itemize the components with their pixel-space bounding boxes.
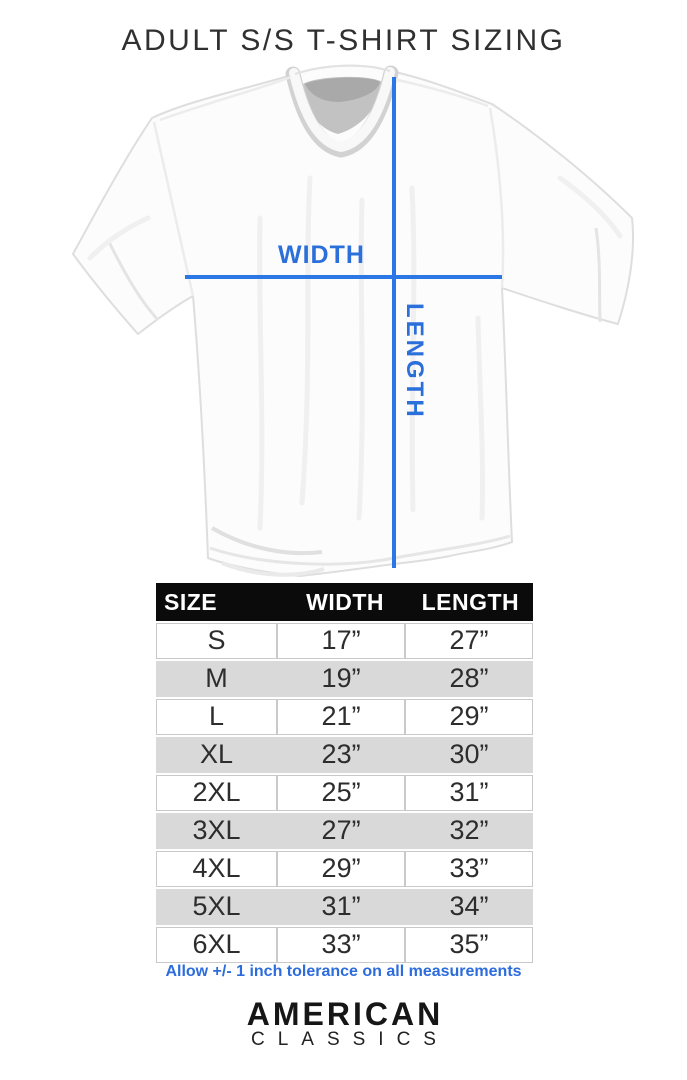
wrinkle-lines <box>87 175 623 531</box>
right-cuff-fold <box>594 227 602 323</box>
left-cuff-fold <box>106 239 160 322</box>
width-cell: 33” <box>278 928 405 962</box>
right-armhole-seam <box>488 107 505 289</box>
brand-name: AMERICAN <box>246 996 444 1032</box>
tolerance-note: Allow +/- 1 inch tolerance on all measur… <box>165 963 522 980</box>
table-row: 4XL 29” 33” <box>156 851 533 887</box>
table-row: 5XL 31” 34” <box>156 889 533 925</box>
length-cell: 30” <box>406 738 533 772</box>
right-shoulder-seam <box>392 77 489 108</box>
size-cell: 5XL <box>157 890 277 924</box>
width-measure-line <box>185 275 502 279</box>
collar-band <box>289 67 395 153</box>
brand-logo: AMERICAN CLASSICS <box>0 996 687 1050</box>
table-row: 3XL 27” 32” <box>156 813 533 849</box>
size-cell: S <box>157 624 277 658</box>
col-header-size: SIZE <box>164 588 218 615</box>
collar-inner-shadow <box>305 77 380 102</box>
table-header-row: SIZE WIDTH LENGTH <box>156 583 533 621</box>
size-cell: 6XL <box>157 928 277 962</box>
length-cell: 35” <box>406 928 533 962</box>
length-cell: 33” <box>406 852 533 886</box>
width-cell: 27” <box>278 814 405 848</box>
collar-top-edge <box>294 64 391 75</box>
hem-stitch <box>209 534 511 566</box>
length-cell: 28” <box>406 662 533 696</box>
length-cell: 34” <box>406 890 533 924</box>
size-cell: 3XL <box>157 814 277 848</box>
length-cell: 29” <box>406 700 533 734</box>
table-row: M 19” 28” <box>156 661 533 697</box>
size-cell: XL <box>157 738 277 772</box>
table-row: L 21” 29” <box>156 699 533 735</box>
table-row: 2XL 25” 31” <box>156 775 533 811</box>
tshirt-illustration <box>72 64 635 577</box>
hem-fold-light <box>221 561 325 577</box>
length-cell: 27” <box>406 624 533 658</box>
table-row: XL 23” 30” <box>156 737 533 773</box>
width-cell: 23” <box>278 738 405 772</box>
length-measure-line <box>392 77 396 568</box>
left-armhole-seam <box>152 121 195 297</box>
size-cell: L <box>157 700 277 734</box>
size-cell: 4XL <box>157 852 277 886</box>
width-cell: 19” <box>278 662 405 696</box>
width-cell: 25” <box>278 776 405 810</box>
width-cell: 17” <box>278 624 405 658</box>
length-label: LENGTH <box>401 303 428 420</box>
size-table: SIZE WIDTH LENGTH S 17” 27” M 19” 28” L … <box>156 583 533 963</box>
size-cell: 2XL <box>157 776 277 810</box>
table-row: S 17” 27” <box>156 623 533 659</box>
brand-subname: CLASSICS <box>251 1029 449 1050</box>
width-cell: 31” <box>278 890 405 924</box>
width-cell: 21” <box>278 700 405 734</box>
left-shoulder-seam <box>159 75 292 122</box>
length-cell: 31” <box>406 776 533 810</box>
width-cell: 29” <box>278 852 405 886</box>
page-title: ADULT S/S T-SHIRT SIZING <box>121 24 566 57</box>
col-header-length: LENGTH <box>421 588 520 615</box>
tshirt-body <box>72 64 635 577</box>
col-header-width: WIDTH <box>306 588 385 615</box>
table-row: 6XL 33” 35” <box>156 927 533 963</box>
length-cell: 32” <box>406 814 533 848</box>
hem-fold-shadow <box>210 526 323 556</box>
width-label: WIDTH <box>278 241 365 269</box>
size-cell: M <box>157 662 277 696</box>
